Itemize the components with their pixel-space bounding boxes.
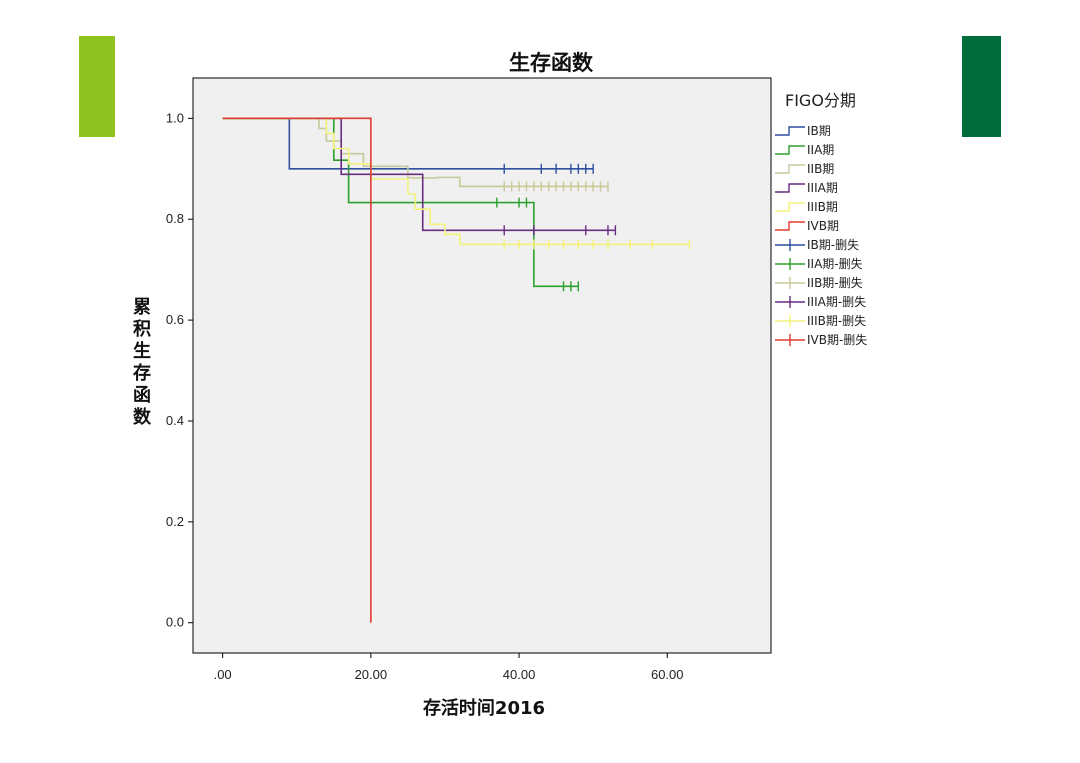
y-tick-label: 0.6 (166, 312, 184, 327)
y-tick-label: 0.2 (166, 514, 184, 529)
series-layer (222, 117, 691, 623)
legend-item: IIIB期 (775, 200, 838, 214)
survival-curve-iiib (222, 117, 690, 246)
legend-label: IIIA期 (807, 181, 838, 195)
legend-swatch-line (775, 126, 805, 136)
y-axis-label: 累积生存函数 (133, 297, 152, 428)
legend-label: IVB期 (807, 219, 839, 233)
legend-label: IIA期 (807, 143, 834, 157)
legend-label: IIB期-删失 (807, 275, 863, 290)
plot-area (192, 77, 772, 654)
legend-item: IIIA期 (775, 181, 838, 195)
legend-label: IIB期 (807, 162, 834, 176)
decorative-bar-right (962, 36, 1001, 137)
legend-swatch-line (775, 221, 805, 231)
legend-item: IIA期-删失 (775, 256, 863, 271)
chart-title: 生存函数 (509, 51, 594, 75)
legend-swatch-line (775, 164, 805, 174)
legend-item: IIB期-删失 (775, 275, 863, 290)
legend-label: IVB期-删失 (807, 332, 867, 347)
legend-item: IIB期 (775, 162, 834, 176)
x-tick-label: 20.00 (355, 667, 388, 682)
legend-label: IIIB期-删失 (807, 313, 866, 328)
survival-curve-iib (222, 117, 608, 188)
y-axis: 0.0 0.2 0.4 0.6 0.8 1.0 (166, 110, 193, 630)
legend-label: IIA期-删失 (807, 256, 863, 271)
legend-item: IIA期 (775, 143, 834, 157)
survival-curve-iia (222, 117, 579, 288)
legend: IB期 IIA期 IIB期 IIIA期 IIIB期 IVB期 IB期-删失 IIA期-删失 II… (775, 124, 867, 347)
legend-item: IVB期-删失 (775, 332, 867, 347)
x-axis-label: 存活时间2016 (423, 697, 545, 719)
legend-swatch-line (775, 202, 805, 212)
legend-label: IIIB期 (807, 200, 838, 214)
x-tick-label: 40.00 (503, 667, 536, 682)
legend-label: IIIA期-删失 (807, 294, 866, 309)
legend-item: IIIA期-删失 (775, 294, 866, 309)
legend-label: IB期 (807, 124, 831, 138)
decorative-bar-left (79, 36, 115, 137)
legend-label: IB期-删失 (807, 237, 859, 252)
legend-swatch-line (775, 145, 805, 155)
survival-curve-ivb (222, 117, 372, 623)
legend-item: IB期-删失 (775, 237, 859, 252)
legend-item: IB期 (775, 124, 831, 138)
y-tick-label: 1.0 (166, 110, 184, 125)
x-tick-label: .00 (214, 667, 232, 682)
legend-item: IIIB期-删失 (775, 313, 866, 328)
legend-title: FIGO分期 (785, 91, 856, 110)
y-tick-label: 0.0 (166, 615, 184, 630)
legend-swatch-line (775, 183, 805, 193)
y-tick-label: 0.8 (166, 211, 184, 226)
legend-item: IVB期 (775, 219, 839, 233)
x-axis: .00 20.00 40.00 60.00 (214, 653, 684, 682)
y-tick-label: 0.4 (166, 413, 184, 428)
x-tick-label: 60.00 (651, 667, 684, 682)
